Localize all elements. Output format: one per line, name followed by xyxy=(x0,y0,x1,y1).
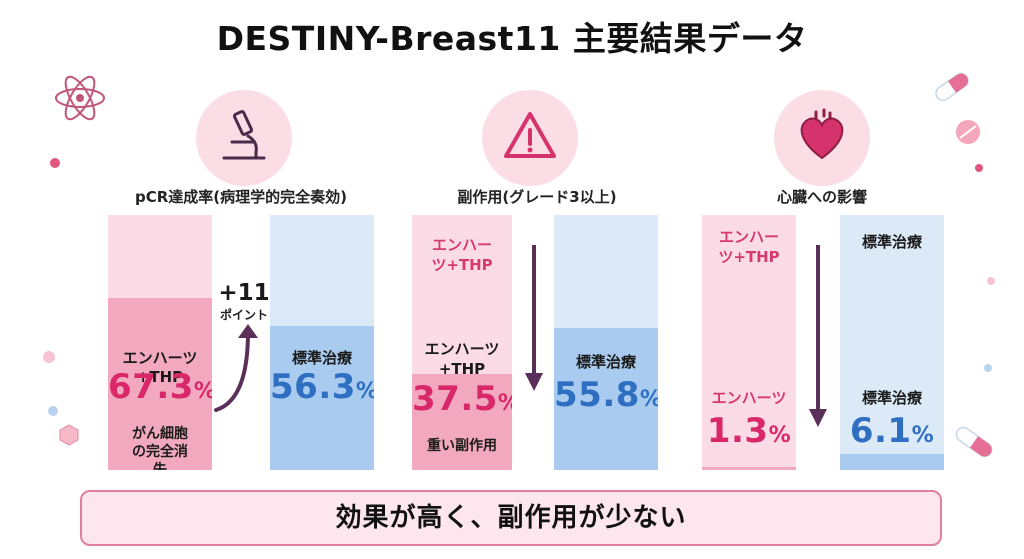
bar-note: 重い副作用 xyxy=(427,438,497,454)
hexagon-icon xyxy=(59,424,79,446)
dot-icon xyxy=(975,164,983,172)
value-number: 56.3 xyxy=(270,367,356,407)
dot-icon xyxy=(48,406,58,416)
bar-fill xyxy=(702,466,796,470)
bar-label: エンハーツ+THP xyxy=(122,349,198,386)
difference-unit: ポイント xyxy=(219,308,268,322)
bar-standard: 標準治療 55.8% xyxy=(554,215,658,470)
bar-top-label: エンハーツ+THP xyxy=(431,236,493,274)
value-unit: % xyxy=(498,391,512,416)
bar-fill xyxy=(270,326,374,470)
bar-value: 67.3% xyxy=(108,367,212,407)
up-arrow-icon xyxy=(214,324,258,412)
down-arrow-icon xyxy=(809,245,827,427)
bar-standard: 標準治療 標準治療 6.1% xyxy=(840,215,944,470)
panel-cardiac: 心臓への影響 エンハーツ+THP エンハーツ 1.3% 標準治療 標準治療 6.… xyxy=(700,0,944,480)
bar-value: 55.8% xyxy=(554,375,658,415)
difference-value: +11 xyxy=(218,280,270,306)
bar-enhertu: エンハーツ+THP エンハーツ 1.3% xyxy=(702,215,796,470)
dot-icon xyxy=(43,351,55,363)
dot-icon xyxy=(50,158,60,168)
page-title: DESTINY-Breast11 主要結果データ xyxy=(216,19,808,58)
bar-standard: 標準治療 56.3% xyxy=(270,215,374,470)
bar-label: エンハーツ+THP xyxy=(424,340,500,378)
value-number: 37.5 xyxy=(412,379,498,419)
bar-label: 標準治療 xyxy=(575,353,636,371)
panel-title: 心臓への影響 xyxy=(776,188,867,206)
value-number: 6.1 xyxy=(849,411,912,451)
value-unit: % xyxy=(768,423,792,448)
bar-fill xyxy=(412,374,512,470)
bar-value: 56.3% xyxy=(270,367,374,407)
bar-enhertu-thp: エンハーツ+THP エンハーツ+THP 37.5% 重い副作用 xyxy=(412,215,512,470)
bar-fill xyxy=(554,327,658,470)
value-unit: % xyxy=(194,379,212,404)
bar-top-label: 標準治療 xyxy=(861,233,922,251)
bar-value: 37.5% xyxy=(412,379,512,419)
panel-title: pCR達成率(病理学的完全奏効) xyxy=(134,188,347,206)
panel-title: 副作用(グレード3以上) xyxy=(457,188,617,206)
bar-value: 6.1% xyxy=(840,411,944,451)
dot-icon xyxy=(984,364,992,372)
bar-note: がん細胞の完全消失 xyxy=(132,426,188,470)
heart-icon xyxy=(774,90,870,186)
value-unit: % xyxy=(356,379,374,404)
conclusion-banner: 効果が高く、副作用が少ない xyxy=(80,490,942,546)
warning-triangle-icon xyxy=(482,90,578,186)
value-unit: % xyxy=(640,387,658,412)
difference-annotation: +11 ポイント xyxy=(214,280,274,323)
bar-value: 1.3% xyxy=(702,411,796,451)
value-number: 55.8 xyxy=(554,375,640,415)
bar-label: 標準治療 xyxy=(861,389,922,407)
value-number: 1.3 xyxy=(706,411,769,451)
dot-icon xyxy=(987,277,995,285)
panel-pcr: pCR達成率(病理学的完全奏効) エンハーツ+THP 67.3% がん細胞の完全… xyxy=(108,0,374,480)
capsule-icon xyxy=(935,72,969,102)
down-arrow-icon xyxy=(525,245,543,391)
panel-side-effects: 副作用(グレード3以上) エンハーツ+THP エンハーツ+THP 37.5% 重… xyxy=(412,0,662,480)
atom-icon xyxy=(55,75,105,121)
pill-icon xyxy=(956,120,980,144)
bar-fill xyxy=(840,454,944,470)
bar-top-label: エンハーツ+THP xyxy=(718,228,780,266)
bar-label: エンハーツ xyxy=(711,389,787,407)
capsule-icon xyxy=(955,426,993,458)
value-unit: % xyxy=(911,423,935,448)
bar-fill xyxy=(108,298,212,470)
microscope-icon xyxy=(196,90,292,186)
value-number: 67.3 xyxy=(108,367,194,407)
bar-enhertu-thp: エンハーツ+THP 67.3% がん細胞の完全消失 xyxy=(108,215,212,470)
bar-label: 標準治療 xyxy=(291,349,352,367)
